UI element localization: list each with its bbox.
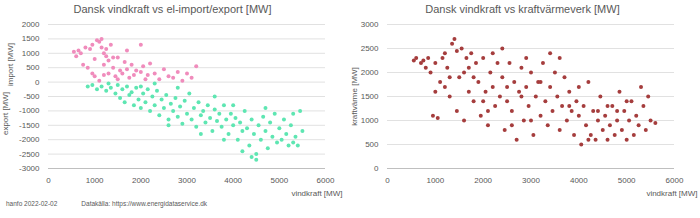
svg-text:-500: -500 — [23, 92, 40, 101]
svg-text:-1500: -1500 — [19, 121, 40, 130]
svg-text:2000: 2000 — [132, 176, 150, 185]
svg-text:2500: 2500 — [361, 44, 379, 53]
svg-text:0: 0 — [46, 176, 51, 185]
svg-text:3000: 3000 — [522, 176, 540, 185]
svg-text:-1000: -1000 — [19, 106, 40, 115]
svg-text:1000: 1000 — [86, 176, 104, 185]
html-text:Datakälla: https://www.energid: Datakälla: https://www.energidataservice… — [81, 200, 208, 207]
svg-text:0: 0 — [385, 176, 390, 185]
svg-text:3000: 3000 — [178, 176, 196, 185]
svg-text:6000: 6000 — [317, 176, 335, 185]
svg-text:1000: 1000 — [22, 49, 40, 58]
svg-text:6000: 6000 — [666, 176, 684, 185]
svg-text:-2500: -2500 — [19, 150, 40, 159]
svg-text:500: 500 — [26, 63, 40, 72]
svg-text:3000: 3000 — [361, 20, 379, 29]
html-text:Dansk vindkraft vs kraftvärmev: Dansk vindkraft vs kraftvärmeverk [MW] — [425, 3, 620, 15]
svg-text:-3000: -3000 — [19, 164, 40, 173]
html-text:Dansk vindkraft vs el-import/e: Dansk vindkraft vs el-import/export [MW] — [73, 3, 272, 15]
svg-text:1000: 1000 — [361, 116, 379, 125]
svg-text:1500: 1500 — [22, 34, 40, 43]
svg-text:2000: 2000 — [22, 20, 40, 29]
svg-text:5000: 5000 — [618, 176, 636, 185]
svg-text:export [MW]: export [MW] — [1, 92, 10, 135]
svg-text:500: 500 — [365, 140, 379, 149]
svg-text:vindkraft [MW]: vindkraft [MW] — [646, 189, 697, 198]
svg-text:4000: 4000 — [224, 176, 242, 185]
svg-text:kraftvärme [MW]: kraftvärme [MW] — [350, 67, 359, 126]
svg-text:2000: 2000 — [474, 176, 492, 185]
svg-text:1500: 1500 — [361, 92, 379, 101]
svg-text:2000: 2000 — [361, 68, 379, 77]
svg-text:1000: 1000 — [426, 176, 444, 185]
html-text:hanfo 2022-02-02: hanfo 2022-02-02 — [6, 200, 58, 207]
svg-text:0: 0 — [35, 78, 40, 87]
svg-text:5000: 5000 — [270, 176, 288, 185]
svg-text:-2000: -2000 — [19, 135, 40, 144]
svg-text:4000: 4000 — [570, 176, 588, 185]
svg-text:0: 0 — [374, 164, 379, 173]
svg-text:vindkraft [MW]: vindkraft [MW] — [291, 189, 342, 198]
svg-text:import [MW]: import [MW] — [6, 43, 15, 86]
